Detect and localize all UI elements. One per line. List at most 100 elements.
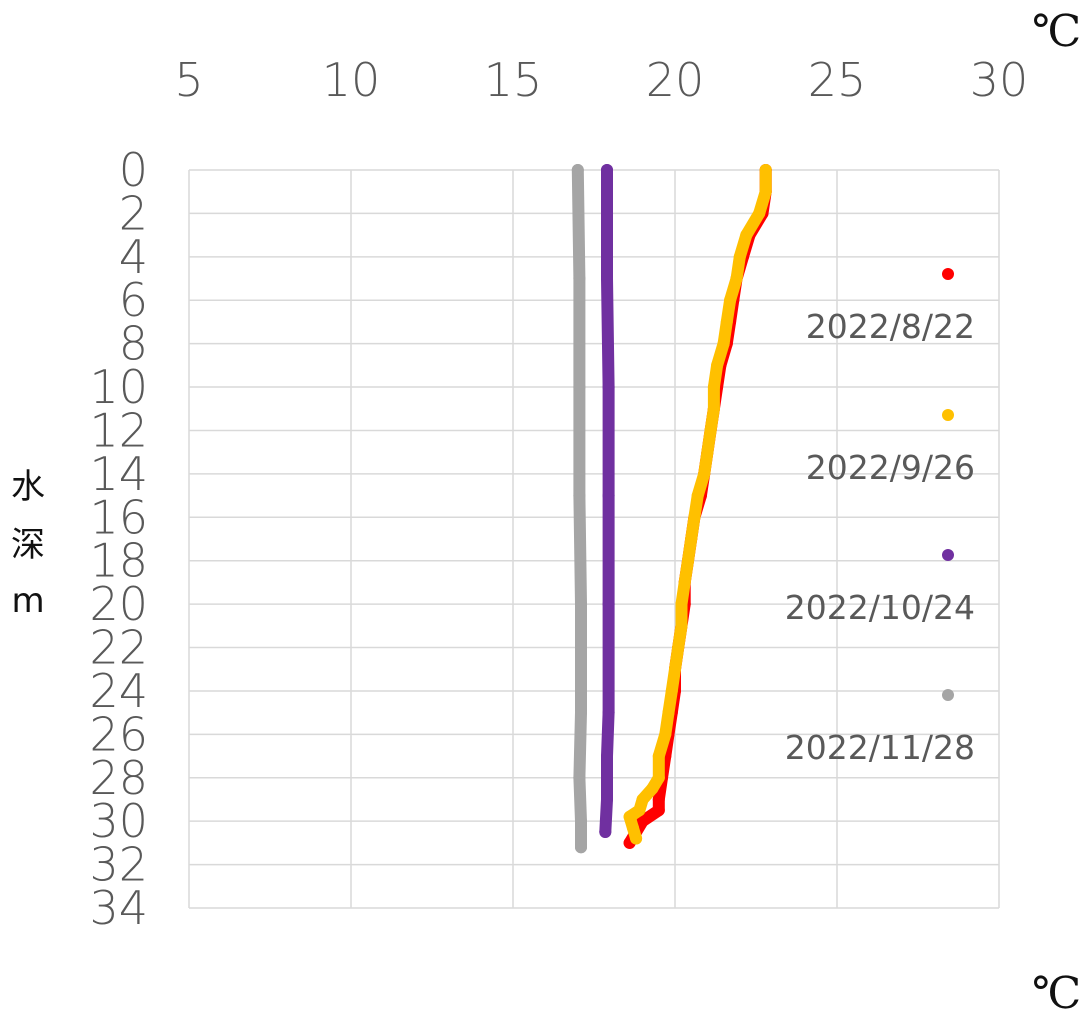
series-point [665, 684, 678, 697]
y-tick-label: 10 [89, 360, 148, 414]
y-tick-label: 28 [89, 751, 148, 805]
y-tick-label: 6 [119, 273, 148, 327]
series-point [707, 381, 720, 394]
series-point [636, 793, 649, 806]
y-tick-label: 32 [89, 838, 148, 892]
series-point [704, 424, 717, 437]
series-point [573, 381, 586, 394]
legend-marker [942, 268, 954, 280]
y-tick-label: 0 [119, 143, 148, 197]
series-line-3 [571, 164, 587, 854]
series-point [678, 576, 691, 589]
legend-label: 2022/11/28 [785, 728, 975, 767]
series-point [662, 706, 675, 719]
series-point [633, 804, 646, 817]
y-axis-label: 水 深 m [11, 467, 45, 621]
x-axis-ticks: 5 10 15 20 25 30 [174, 53, 1028, 107]
legend-marker [942, 549, 954, 561]
series-point [669, 663, 681, 676]
y-axis-label-line-3: m [11, 581, 44, 621]
series-point [575, 815, 587, 828]
y-tick-label: 8 [119, 317, 148, 371]
series-point [646, 782, 659, 795]
series-point [733, 250, 746, 263]
series-point [701, 446, 714, 459]
plot-series [571, 164, 772, 854]
y-tick-label: 22 [89, 621, 148, 675]
series-point [575, 598, 587, 611]
series-point [652, 750, 665, 763]
y-axis-label-line-2: 深 [11, 525, 45, 565]
x-tick-label: 30 [970, 53, 1029, 107]
series-point [740, 229, 753, 242]
series-point [571, 164, 584, 176]
series-point [652, 793, 665, 806]
legend-label: 2022/8/22 [806, 307, 975, 346]
series-point [652, 771, 665, 784]
series-point [759, 185, 772, 198]
series-point [672, 641, 685, 654]
series-point [573, 771, 586, 784]
series-point [675, 598, 688, 611]
y-tick-label: 30 [89, 794, 148, 848]
series-point [688, 511, 701, 524]
series-point [575, 706, 587, 719]
series-line-1 [623, 164, 772, 845]
y-tick-label: 18 [89, 534, 148, 588]
series-point [601, 164, 613, 176]
y-tick-label: 16 [89, 490, 148, 544]
series-point [573, 489, 586, 502]
series-point [691, 489, 704, 502]
series-point [753, 207, 766, 220]
series-point [652, 804, 665, 817]
y-tick-label: 24 [89, 664, 148, 718]
series-point [575, 841, 587, 854]
series-point [675, 619, 688, 632]
series-point [659, 728, 672, 741]
legend-marker [942, 689, 954, 701]
x-unit-bottom: ℃ [1032, 968, 1081, 1017]
x-tick-label: 10 [322, 53, 381, 107]
series-point [626, 821, 639, 834]
x-tick-label: 15 [484, 53, 543, 107]
series-point [601, 272, 613, 285]
x-tick-label: 25 [808, 53, 867, 107]
series-point [682, 554, 694, 567]
x-unit-top: ℃ [1032, 6, 1081, 57]
y-tick-label: 12 [89, 403, 148, 457]
x-tick-label: 5 [174, 53, 203, 107]
series-point [602, 489, 615, 502]
series-point [759, 164, 772, 176]
y-tick-label: 2 [119, 186, 148, 240]
series-point [707, 402, 720, 415]
series-point [636, 815, 649, 828]
grid-lines [188, 169, 1000, 909]
series-point [602, 706, 615, 719]
x-tick-label: 20 [646, 53, 705, 107]
series-point [599, 826, 612, 838]
series-point [601, 750, 613, 763]
y-axis-label-line-1: 水 [11, 467, 45, 507]
y-tick-label: 4 [119, 230, 148, 284]
legend-label: 2022/10/24 [785, 588, 975, 627]
y-tick-label: 34 [89, 881, 148, 935]
series-point [685, 533, 698, 545]
legend-marker [942, 409, 954, 421]
y-tick-label: 20 [89, 577, 148, 631]
series-point [623, 810, 636, 823]
y-tick-label: 14 [89, 447, 148, 501]
y-tick-label: 26 [89, 707, 148, 761]
series-point [573, 272, 586, 285]
series-point [717, 337, 730, 350]
series-point [711, 359, 724, 372]
series-point [730, 272, 743, 285]
legend: 2022/8/22 2022/9/26 2022/10/24 2022/11/28 [785, 268, 975, 767]
series-point [724, 294, 737, 307]
series-point [630, 832, 643, 845]
series-point [698, 467, 711, 480]
series-point [720, 315, 733, 328]
series-point [602, 598, 615, 611]
legend-label: 2022/9/26 [806, 448, 975, 487]
